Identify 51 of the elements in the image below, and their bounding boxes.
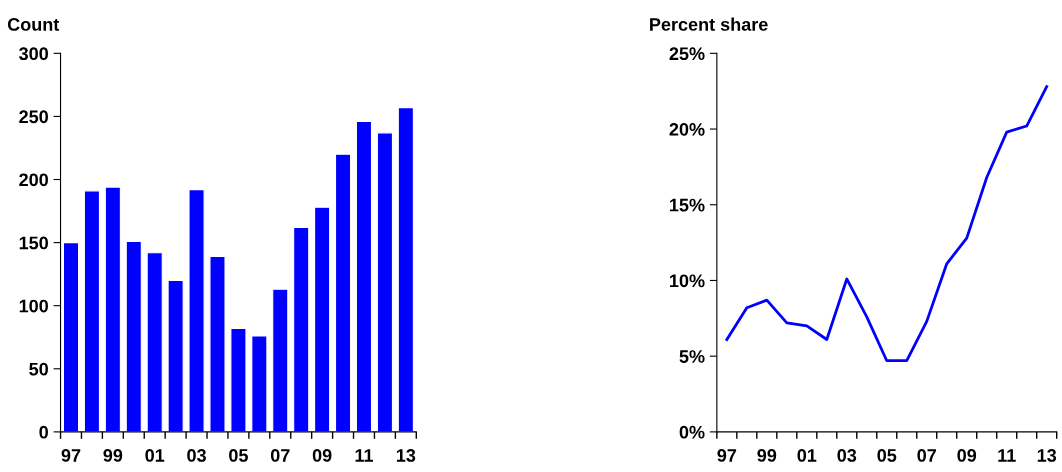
x-tick-label: 11	[998, 449, 1016, 462]
x-tick-label: 99	[757, 449, 777, 462]
x-tick-label: 09	[957, 449, 977, 462]
x-tick-label: 13	[396, 449, 416, 462]
bar	[272, 288, 289, 432]
y-tick-label: 5%	[679, 350, 705, 363]
bar	[293, 226, 310, 432]
bar	[209, 255, 226, 432]
x-tick-label: 03	[837, 449, 857, 462]
line-series	[725, 85, 1049, 363]
chart-title: Percent share	[650, 17, 768, 31]
bar	[83, 190, 101, 432]
y-tick-label: 300	[19, 47, 48, 61]
y-tick-label: 15%	[670, 198, 705, 212]
bar	[188, 189, 205, 432]
bar	[334, 153, 352, 432]
x-tick-label: 05	[229, 449, 248, 462]
y-tick-label: 250	[19, 110, 48, 124]
x-tick-label: 07	[270, 449, 290, 462]
x-tick-label: 05	[877, 449, 897, 462]
y-tick-label: 20%	[669, 122, 705, 136]
bar	[62, 242, 80, 432]
chart-title: Count	[7, 18, 60, 31]
y-tick-label: 0	[39, 425, 48, 439]
x-tick-label: 97	[717, 449, 737, 462]
bar	[397, 107, 414, 432]
x-tick-label: 09	[312, 449, 332, 462]
x-tick-label: 97	[61, 449, 81, 462]
y-tick-label: 100	[19, 299, 48, 313]
y-tick-label: 150	[19, 236, 48, 250]
bar	[146, 252, 163, 432]
bar	[125, 240, 142, 432]
x-tick-label: 07	[917, 449, 936, 462]
bar	[314, 206, 331, 432]
x-tick-label: 01	[797, 449, 817, 462]
x-tick-label: 99	[103, 449, 123, 462]
x-tick-label: 03	[187, 449, 206, 462]
y-tick-label: 25%	[669, 47, 705, 61]
x-tick-label: 11	[355, 449, 374, 462]
y-tick-label: 50	[29, 362, 48, 376]
bar	[104, 186, 121, 432]
bar	[376, 132, 394, 432]
bar	[251, 335, 268, 432]
bar	[167, 279, 184, 432]
y-tick-label: 200	[19, 173, 48, 187]
x-tick-label: 13	[1037, 449, 1057, 462]
y-tick-label: 10%	[670, 274, 705, 288]
bar	[230, 327, 247, 432]
y-tick-label: 0%	[679, 425, 705, 439]
x-tick-label: 01	[145, 449, 165, 462]
bar	[355, 120, 373, 432]
